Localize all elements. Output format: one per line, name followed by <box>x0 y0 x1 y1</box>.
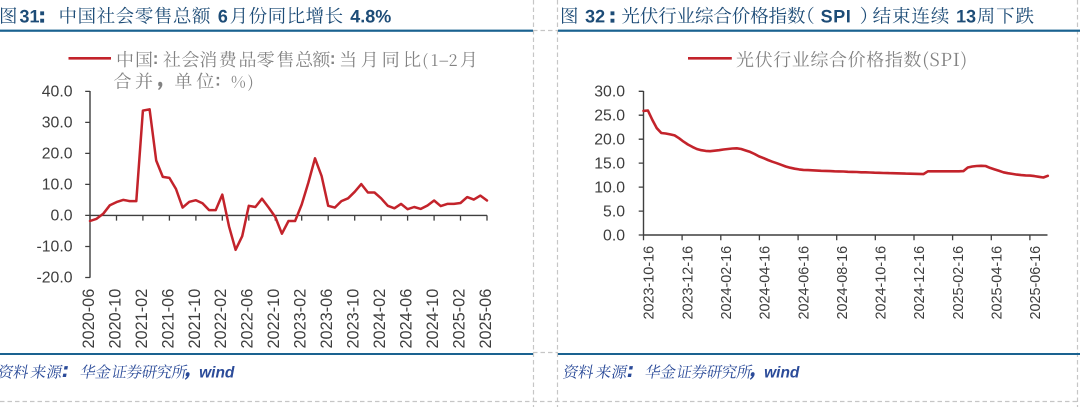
svg-text:2025-06: 2025-06 <box>477 289 495 349</box>
svg-text:-20.0: -20.0 <box>36 270 72 287</box>
svg-text:2024-02-16: 2024-02-16 <box>719 246 735 320</box>
svg-text:25.0: 25.0 <box>594 108 625 125</box>
svg-text:2021-10: 2021-10 <box>186 289 204 349</box>
svg-text:2025-04-16: 2025-04-16 <box>990 246 1006 320</box>
svg-text:30.0: 30.0 <box>42 115 73 132</box>
svg-text:wind: wind <box>764 365 800 382</box>
svg-text:wind: wind <box>199 365 235 382</box>
svg-text:20.0: 20.0 <box>42 146 73 163</box>
svg-text:2024-02: 2024-02 <box>371 289 389 349</box>
svg-text:2023-06: 2023-06 <box>318 289 336 349</box>
svg-text:2021-06: 2021-06 <box>159 289 177 349</box>
svg-text:2025-06-16: 2025-06-16 <box>1028 246 1044 320</box>
svg-text:2025-02-16: 2025-02-16 <box>951 246 967 320</box>
svg-text:15.0: 15.0 <box>594 155 625 172</box>
svg-text:10.0: 10.0 <box>42 177 73 194</box>
svg-text:2024-12-16: 2024-12-16 <box>912 246 928 320</box>
svg-text:-10.0: -10.0 <box>36 239 72 256</box>
svg-text:2024-10: 2024-10 <box>424 289 442 349</box>
svg-text:2023-12-16: 2023-12-16 <box>680 246 696 320</box>
svg-text:2022-06: 2022-06 <box>239 289 257 349</box>
svg-text:2022-02: 2022-02 <box>212 289 230 349</box>
svg-text:20.0: 20.0 <box>594 132 625 149</box>
svg-text:2020-06: 2020-06 <box>80 289 98 349</box>
svg-text:2021-02: 2021-02 <box>133 289 151 349</box>
svg-text:2024-06: 2024-06 <box>398 289 416 349</box>
svg-text:2024-04-16: 2024-04-16 <box>758 246 774 320</box>
svg-text:40.0: 40.0 <box>42 84 73 101</box>
svg-text:2023-02: 2023-02 <box>292 289 310 349</box>
svg-text:2024-08-16: 2024-08-16 <box>835 246 851 320</box>
svg-text:2020-10: 2020-10 <box>106 289 124 349</box>
svg-text:0.0: 0.0 <box>603 227 625 244</box>
svg-text:2023-10-16: 2023-10-16 <box>642 246 658 320</box>
svg-text:2024-10-16: 2024-10-16 <box>874 246 890 320</box>
svg-text:2023-10: 2023-10 <box>345 289 363 349</box>
svg-text:2025-02: 2025-02 <box>450 289 468 349</box>
svg-text:2022-10: 2022-10 <box>265 289 283 349</box>
svg-text:0.0: 0.0 <box>51 208 73 225</box>
svg-text:5.0: 5.0 <box>603 203 625 220</box>
svg-text:2024-06-16: 2024-06-16 <box>796 246 812 320</box>
svg-text:10.0: 10.0 <box>594 179 625 196</box>
svg-text:30.0: 30.0 <box>594 84 625 101</box>
